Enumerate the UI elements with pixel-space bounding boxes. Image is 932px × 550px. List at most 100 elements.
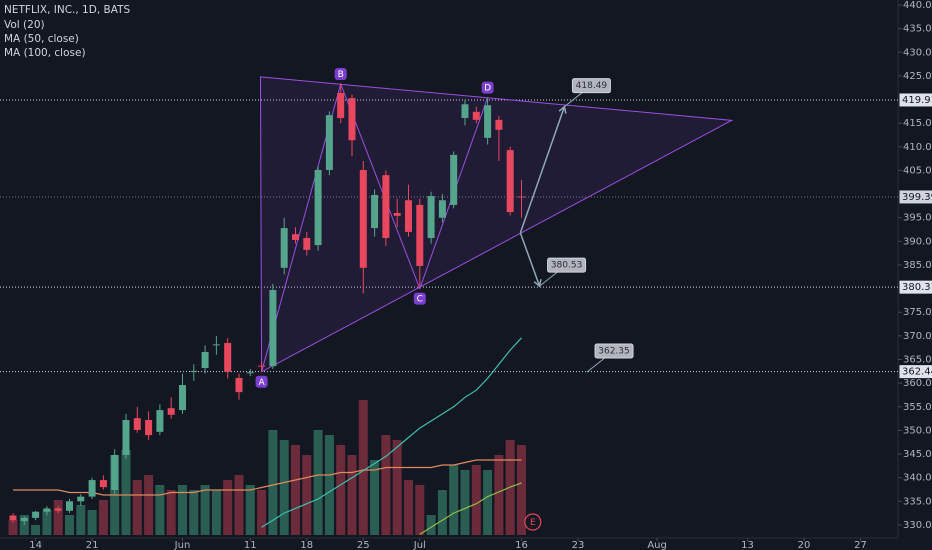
volume-bar	[279, 440, 289, 535]
price-label-box	[898, 364, 932, 380]
volume-bar	[268, 430, 278, 535]
volume-bar	[347, 455, 357, 535]
volume-bar	[426, 515, 436, 535]
y-tick-label: 370.00	[903, 331, 932, 342]
volume-bar	[290, 445, 300, 535]
candle-body	[280, 228, 288, 268]
pattern-point-label: B	[338, 70, 344, 80]
volume-bar	[98, 500, 108, 535]
candle-body	[88, 480, 96, 497]
y-tick-label: 390.00	[903, 236, 932, 247]
candle-body	[246, 372, 254, 374]
y-tick-label: 405.00	[903, 165, 932, 176]
y-tick-label: 395.00	[903, 213, 932, 224]
projection-line	[519, 106, 566, 234]
volume-bar	[449, 465, 459, 535]
volume-bar	[31, 525, 41, 535]
candle-body	[495, 119, 503, 130]
callout-label: 418.49	[576, 81, 608, 91]
candle-body	[393, 212, 401, 216]
y-tick-label: 425.00	[903, 71, 932, 82]
candle-body	[43, 508, 51, 512]
candle-body	[314, 169, 322, 246]
candle-body	[65, 501, 73, 511]
volume-bar	[313, 430, 323, 535]
y-tick-label: 330.00	[903, 520, 932, 531]
volume-bar	[42, 510, 52, 535]
candle-body	[111, 454, 119, 490]
volume-bar	[177, 485, 187, 535]
candle-body	[235, 377, 243, 393]
price-label: 380.31	[902, 282, 932, 293]
candle-body	[269, 290, 277, 367]
callout-label: 380.53	[551, 261, 583, 271]
candle-body	[99, 480, 107, 488]
candle-body	[258, 365, 266, 367]
x-tick-label: Jun	[174, 540, 191, 550]
candle-body	[484, 105, 492, 138]
candle-body	[291, 234, 299, 240]
candle-body	[371, 195, 379, 229]
pattern-point-label: D	[484, 84, 491, 94]
price-label: 362.44	[902, 367, 932, 378]
candle-body	[178, 385, 186, 411]
earnings-marker	[524, 513, 542, 531]
volume-bar	[19, 515, 29, 535]
volume-bar	[87, 510, 97, 535]
x-tick-label: 27	[854, 540, 867, 550]
projection-line	[519, 232, 541, 287]
volume-bar	[211, 490, 221, 535]
x-tick-label: 18	[300, 540, 313, 550]
indicator-label: MA (100, close)	[4, 47, 86, 59]
y-tick-label: 350.00	[903, 425, 932, 436]
volume-bar	[471, 465, 481, 535]
y-tick-label: 345.00	[903, 449, 932, 460]
x-tick-label: 21	[86, 540, 99, 550]
volume-bar	[121, 450, 131, 535]
candle-body	[359, 169, 367, 268]
projection-arrow	[558, 105, 567, 114]
x-tick-label: Aug	[647, 540, 667, 550]
candle-body	[517, 196, 525, 198]
candle-body	[32, 511, 40, 518]
callout-label: 362.35	[598, 347, 630, 357]
volume-bar	[437, 490, 447, 535]
volume-bar	[155, 485, 165, 535]
pattern-point-box	[481, 81, 494, 94]
x-tick-label: 11	[244, 540, 257, 550]
volume-bar	[53, 500, 63, 535]
candle-body	[167, 408, 175, 415]
y-tick-label: 385.00	[903, 260, 932, 271]
callout-box	[571, 78, 611, 94]
volume-bar	[144, 475, 154, 535]
price-label: 399.39	[902, 192, 932, 203]
volume-bar	[234, 475, 244, 535]
x-tick-label: Jul	[413, 540, 426, 550]
y-tick-label: 440.00	[903, 0, 932, 11]
candle-body	[472, 111, 480, 120]
y-tick-label: 410.00	[903, 142, 932, 153]
x-tick-label: 16	[515, 540, 528, 550]
volume-bar	[189, 490, 199, 535]
y-tick-label: 435.00	[903, 24, 932, 35]
x-tick-label: 20	[798, 540, 811, 550]
y-tick-label: 355.00	[903, 402, 932, 413]
x-tick-label: 25	[357, 540, 370, 550]
candle-body	[201, 351, 209, 369]
volume-bar	[76, 505, 86, 535]
pattern-point-box	[334, 67, 347, 80]
candle-body	[9, 515, 17, 521]
projection-arrow	[533, 279, 542, 288]
y-tick-label: 365.00	[903, 355, 932, 366]
pattern-point-box	[255, 375, 268, 388]
y-tick-label: 335.00	[903, 496, 932, 507]
volume-bar	[494, 455, 504, 535]
volume-ma-line	[13, 459, 522, 496]
earnings-label: E	[530, 518, 536, 528]
indicator-label: Vol (20)	[4, 19, 45, 31]
candle-body	[133, 418, 141, 430]
candle-body	[506, 150, 514, 213]
x-tick-label: 14	[29, 540, 42, 550]
volume-bar	[358, 400, 368, 535]
